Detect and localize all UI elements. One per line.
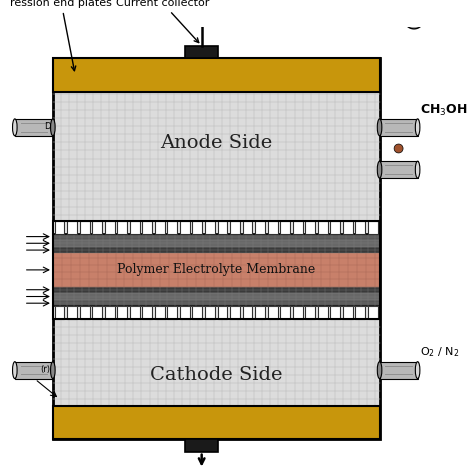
Bar: [305, 306, 315, 319]
Bar: [293, 221, 302, 234]
Bar: [53, 406, 380, 439]
Bar: [15, 362, 53, 379]
Bar: [255, 306, 265, 319]
Text: D: D: [44, 122, 51, 131]
Text: (r): (r): [41, 365, 51, 374]
Text: CH$_3$OH: CH$_3$OH: [420, 103, 467, 118]
Bar: [155, 306, 165, 319]
Circle shape: [404, 9, 424, 29]
Text: ression end plates: ression end plates: [10, 0, 112, 71]
Bar: [185, 46, 219, 58]
Text: Cathode Side: Cathode Side: [150, 365, 283, 383]
Bar: [243, 221, 253, 234]
Bar: [167, 221, 177, 234]
Ellipse shape: [12, 362, 17, 379]
Bar: [293, 306, 302, 319]
Bar: [53, 293, 380, 300]
Bar: [218, 221, 228, 234]
Bar: [53, 58, 380, 91]
Ellipse shape: [415, 161, 420, 178]
Bar: [55, 306, 64, 319]
Bar: [368, 221, 378, 234]
Bar: [53, 234, 380, 239]
Ellipse shape: [377, 362, 382, 379]
Bar: [318, 306, 328, 319]
Bar: [268, 306, 277, 319]
Bar: [280, 221, 290, 234]
Bar: [53, 287, 380, 293]
Bar: [15, 119, 53, 136]
Bar: [230, 221, 240, 234]
Bar: [343, 221, 353, 234]
Bar: [218, 306, 228, 319]
Bar: [380, 362, 418, 379]
Bar: [280, 306, 290, 319]
Bar: [318, 221, 328, 234]
Bar: [243, 306, 253, 319]
Bar: [92, 221, 102, 234]
Bar: [67, 221, 77, 234]
Bar: [80, 306, 90, 319]
Bar: [155, 221, 165, 234]
Bar: [180, 306, 190, 319]
Ellipse shape: [51, 119, 55, 136]
Text: Anode Side: Anode Side: [160, 134, 273, 152]
Bar: [117, 221, 127, 234]
Bar: [255, 221, 265, 234]
Bar: [192, 221, 202, 234]
Bar: [356, 306, 365, 319]
Ellipse shape: [415, 119, 420, 136]
Bar: [230, 306, 240, 319]
Ellipse shape: [377, 161, 382, 178]
Bar: [343, 306, 353, 319]
Bar: [180, 221, 190, 234]
Bar: [142, 221, 152, 234]
Bar: [80, 221, 90, 234]
Bar: [356, 221, 365, 234]
Ellipse shape: [377, 119, 382, 136]
Bar: [130, 221, 140, 234]
Ellipse shape: [12, 119, 17, 136]
Circle shape: [394, 144, 403, 153]
Bar: [53, 58, 380, 439]
Bar: [117, 306, 127, 319]
Text: O$_2$ / N$_2$: O$_2$ / N$_2$: [420, 345, 459, 359]
Ellipse shape: [415, 362, 420, 379]
Bar: [380, 119, 418, 136]
Bar: [192, 306, 202, 319]
Bar: [268, 221, 277, 234]
Bar: [53, 239, 380, 247]
Bar: [380, 161, 418, 178]
Bar: [105, 306, 115, 319]
Text: Current collector: Current collector: [116, 0, 209, 43]
Bar: [53, 221, 380, 234]
Bar: [53, 300, 380, 306]
Bar: [55, 221, 64, 234]
Bar: [67, 306, 77, 319]
Bar: [53, 253, 380, 287]
Bar: [92, 306, 102, 319]
Bar: [330, 306, 340, 319]
Bar: [205, 221, 215, 234]
Bar: [53, 247, 380, 253]
Bar: [142, 306, 152, 319]
Bar: [130, 306, 140, 319]
Bar: [205, 306, 215, 319]
Ellipse shape: [51, 362, 55, 379]
Bar: [185, 439, 219, 452]
Bar: [305, 221, 315, 234]
Bar: [167, 306, 177, 319]
Bar: [53, 221, 380, 319]
Bar: [53, 306, 380, 319]
Bar: [330, 221, 340, 234]
Text: Polymer Electrolyte Membrane: Polymer Electrolyte Membrane: [117, 264, 315, 276]
Bar: [105, 221, 115, 234]
Bar: [368, 306, 378, 319]
